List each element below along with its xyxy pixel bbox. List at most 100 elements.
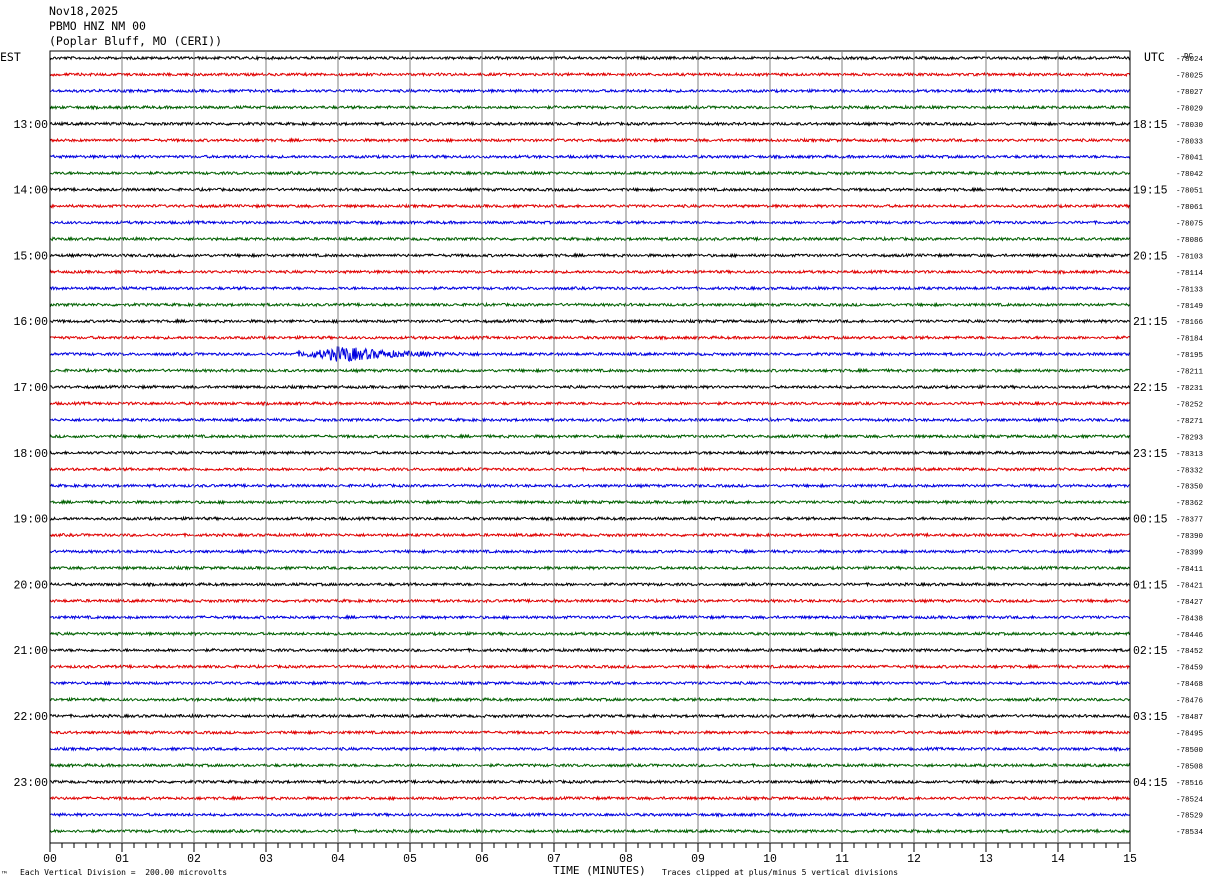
trace-dc-offset-label: -78195 [1176,352,1204,360]
seismic-trace [49,202,1131,210]
seismic-trace [49,301,1131,308]
seismic-trace [49,564,1131,572]
trace-dc-offset-label: -78313 [1176,451,1204,459]
utc-hour-label: 02:15 [1133,645,1168,658]
trace-dc-offset-label: -78184 [1176,336,1204,344]
x-tick-label: 04 [331,853,345,866]
seismic-trace [49,71,1131,78]
seismic-trace [49,663,1131,670]
utc-hour-label: 18:15 [1133,119,1168,132]
right-timezone-label: UTC [1144,50,1165,64]
trace-dc-offset-label: -78086 [1176,237,1204,245]
trace-dc-offset-label: -78025 [1176,73,1204,81]
x-tick-label: 13 [979,853,993,866]
x-tick-label: 07 [547,853,561,866]
trace-dc-offset-label: -78529 [1176,813,1203,821]
seismic-trace [49,137,1131,144]
trace-dc-offset-label: -78411 [1176,566,1204,574]
trace-dc-offset-label: -78508 [1176,763,1203,771]
trace-dc-offset-label: -78534 [1176,829,1204,837]
est-hour-label: 13:00 [13,119,48,132]
station-location: (Poplar Bluff, MO (CERI)) [49,34,223,48]
trace-dc-offset-label: -78103 [1176,253,1204,261]
trace-dc-offset-label: -78211 [1176,369,1204,377]
est-hour-label: 22:00 [13,711,48,724]
trace-dc-offset-label: -78024 [1176,56,1204,64]
trace-dc-offset-label: -78027 [1176,89,1203,97]
est-hour-label: 14:00 [13,185,48,198]
utc-hour-label: 22:15 [1133,382,1168,395]
seismic-trace [49,334,1131,341]
x-tick-label: 00 [43,853,57,866]
trace-dc-offset-label: -78377 [1176,517,1203,525]
x-tick-label: 09 [691,853,705,866]
seismic-trace [49,252,1131,259]
x-axis-title: TIME (MINUTES) [553,864,646,877]
trace-dc-offset-label: -78061 [1176,204,1204,212]
seismic-trace [49,647,1131,654]
scale-note: Each Vertical Division = 200.00 microvol… [20,868,228,877]
seismic-trace [49,268,1131,275]
x-tick-label: 14 [1051,853,1065,866]
trace-dc-offset-label: -78476 [1176,698,1204,706]
seismic-trace [49,729,1131,736]
x-tick-label: 03 [259,853,273,866]
seismic-trace [49,367,1131,374]
trace-dc-offset-label: -78114 [1176,270,1204,278]
seismic-trace [49,466,1131,473]
x-tick-label: 02 [187,853,201,866]
seismic-trace [49,498,1131,506]
seismic-trace [49,318,1131,325]
seismic-trace [49,120,1131,127]
seismic-trace [49,581,1131,588]
seismic-trace [49,235,1131,242]
seismic-trace [49,745,1131,752]
trace-dc-offset-label: -78438 [1176,615,1203,623]
seismic-trace [49,285,1131,292]
est-hour-label: 16:00 [13,316,48,329]
utc-hour-label: 23:15 [1133,448,1168,461]
seismic-trace [49,433,1131,440]
trace-dc-offset-label: -78030 [1176,122,1204,130]
trace-dc-offset-label: -78293 [1176,434,1204,442]
clip-note: Traces clipped at plus/minus 5 vertical … [662,868,899,877]
seismic-trace [49,153,1131,160]
est-hour-label: 23:00 [13,777,48,790]
est-hour-label: 17:00 [13,382,48,395]
utc-hour-label: 00:15 [1133,514,1168,527]
utc-hour-label: 19:15 [1133,185,1168,198]
seismic-trace [49,696,1131,703]
seismic-trace [49,383,1131,391]
trace-dc-offset-label: -78500 [1176,747,1204,755]
trace-dc-offset-label: -78166 [1176,319,1204,327]
trace-dc-offset-label: -78487 [1176,714,1203,722]
seismic-trace [49,482,1131,489]
seismic-trace [49,762,1131,769]
trace-dc-offset-label: -78075 [1176,221,1204,229]
x-tick-label: 01 [115,853,129,866]
seismic-trace [49,346,1131,363]
trace-dc-offset-label: -78446 [1176,632,1204,640]
seismic-trace [49,630,1131,637]
plot-date: Nov18,2025 [49,4,119,18]
trace-dc-offset-label: -78421 [1176,582,1204,590]
seismic-trace [49,54,1131,62]
utc-hour-label: 21:15 [1133,316,1168,329]
trace-dc-offset-label: -78362 [1176,500,1203,508]
est-hour-label: 18:00 [13,448,48,461]
seismic-trace [49,104,1131,111]
x-tick-label: 15 [1123,853,1137,866]
trace-dc-offset-label: -78350 [1176,484,1204,492]
seismic-trace [49,548,1131,555]
station-code: PBMO HNZ NM 00 [49,19,146,33]
seismic-trace [49,712,1131,720]
trace-dc-offset-label: -78029 [1176,105,1203,113]
labels-layer: -78024 -78025 -78027 -78029 -78030 -78033 -780… [13,56,1203,866]
seismic-trace [49,597,1131,604]
seismic-trace [49,186,1131,193]
seismic-trace [49,680,1131,687]
seismic-trace [49,531,1131,539]
dc-column-label: DC [1184,53,1194,61]
seismic-trace [49,778,1131,785]
